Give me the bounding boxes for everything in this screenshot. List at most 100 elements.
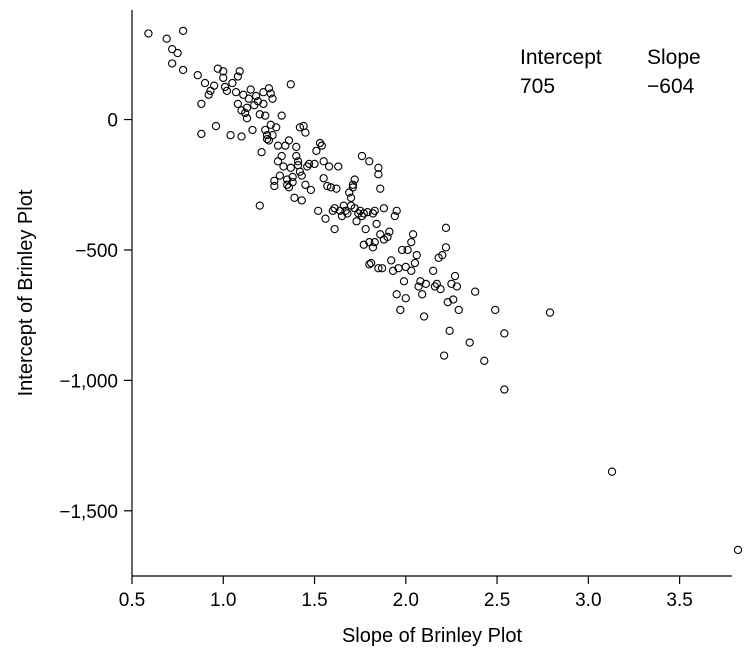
data-point	[200, 78, 210, 88]
data-point	[374, 264, 383, 273]
data-point	[288, 172, 297, 182]
data-point	[419, 312, 429, 321]
data-point	[251, 91, 261, 101]
x-tick-label: 2.5	[484, 590, 510, 611]
slope-value: −604	[647, 75, 695, 98]
data-point	[376, 230, 385, 239]
data-point	[168, 59, 177, 68]
data-point	[144, 29, 153, 38]
data-point	[450, 271, 460, 281]
data-point	[390, 211, 399, 221]
data-point	[359, 209, 368, 218]
data-point	[403, 245, 412, 255]
data-point	[255, 110, 264, 119]
data-point	[368, 209, 378, 218]
data-point	[429, 266, 438, 275]
data-point	[286, 163, 295, 172]
data-point	[445, 326, 454, 335]
data-point	[430, 282, 440, 291]
data-point	[447, 279, 456, 289]
x-tick-label: 1.0	[210, 590, 236, 611]
data-point	[438, 251, 447, 260]
data-point	[321, 214, 330, 223]
data-point	[272, 123, 281, 132]
data-point	[284, 136, 294, 145]
data-point	[253, 97, 263, 106]
data-point	[439, 351, 449, 360]
data-point	[244, 94, 253, 103]
data-point	[262, 134, 272, 144]
data-point	[295, 167, 305, 176]
data-point	[388, 266, 398, 275]
x-axis-title: Slope of Brinley Plot	[342, 625, 523, 647]
data-point	[324, 162, 334, 171]
data-point	[268, 94, 277, 103]
data-point	[304, 159, 314, 169]
data-point	[412, 251, 421, 260]
data-point	[220, 82, 230, 92]
data-point	[368, 243, 378, 252]
data-point	[372, 219, 381, 229]
data-point	[410, 258, 420, 268]
data-point	[401, 294, 410, 303]
data-point	[454, 305, 463, 315]
data-point	[283, 175, 292, 184]
data-point	[297, 171, 306, 180]
x-axis-ticks: 0.5 1.0 1.5 2.0 2.5 3.0 3.5	[119, 576, 693, 611]
data-point	[397, 245, 407, 255]
data-point	[500, 329, 509, 338]
data-point	[310, 159, 319, 169]
y-tick-label: −500	[75, 241, 118, 262]
data-point	[452, 282, 462, 291]
data-point	[292, 142, 301, 152]
data-point	[303, 162, 312, 171]
data-point	[248, 125, 257, 135]
data-point	[242, 103, 252, 112]
data-point	[193, 71, 202, 80]
data-point	[341, 206, 350, 215]
data-point	[314, 206, 323, 215]
data-point	[465, 338, 474, 347]
data-point	[295, 123, 305, 132]
data-points	[144, 26, 743, 555]
data-point	[292, 151, 301, 161]
data-point	[178, 26, 188, 36]
data-point	[270, 181, 279, 191]
intercept-value: 705	[520, 75, 555, 98]
data-point	[233, 99, 243, 109]
data-point	[259, 99, 268, 109]
data-point	[332, 184, 341, 193]
data-point	[268, 131, 277, 140]
data-point	[418, 290, 427, 299]
data-point	[233, 72, 243, 81]
data-point	[545, 308, 555, 317]
data-point	[204, 90, 213, 99]
intercept-label: Intercept	[520, 46, 602, 69]
data-point	[211, 121, 221, 131]
data-point	[317, 141, 326, 150]
data-point	[416, 277, 425, 286]
data-point	[226, 131, 235, 140]
plot-frame	[131, 10, 732, 577]
data-point	[443, 297, 452, 307]
data-point	[359, 240, 368, 249]
data-point	[357, 211, 367, 221]
data-point	[228, 78, 237, 88]
data-point	[315, 138, 325, 148]
data-point	[319, 174, 328, 183]
data-point	[197, 99, 206, 109]
data-point	[261, 125, 270, 135]
data-point	[326, 183, 336, 192]
data-point	[279, 162, 288, 171]
data-point	[330, 224, 339, 234]
data-point	[733, 545, 743, 555]
data-point	[235, 67, 244, 76]
data-point	[401, 262, 410, 272]
data-point	[323, 181, 332, 191]
data-point	[290, 193, 299, 202]
data-point	[414, 282, 423, 291]
slope-label: Slope	[647, 46, 701, 69]
data-point	[383, 232, 392, 242]
data-point	[348, 183, 358, 192]
data-point	[365, 157, 374, 166]
